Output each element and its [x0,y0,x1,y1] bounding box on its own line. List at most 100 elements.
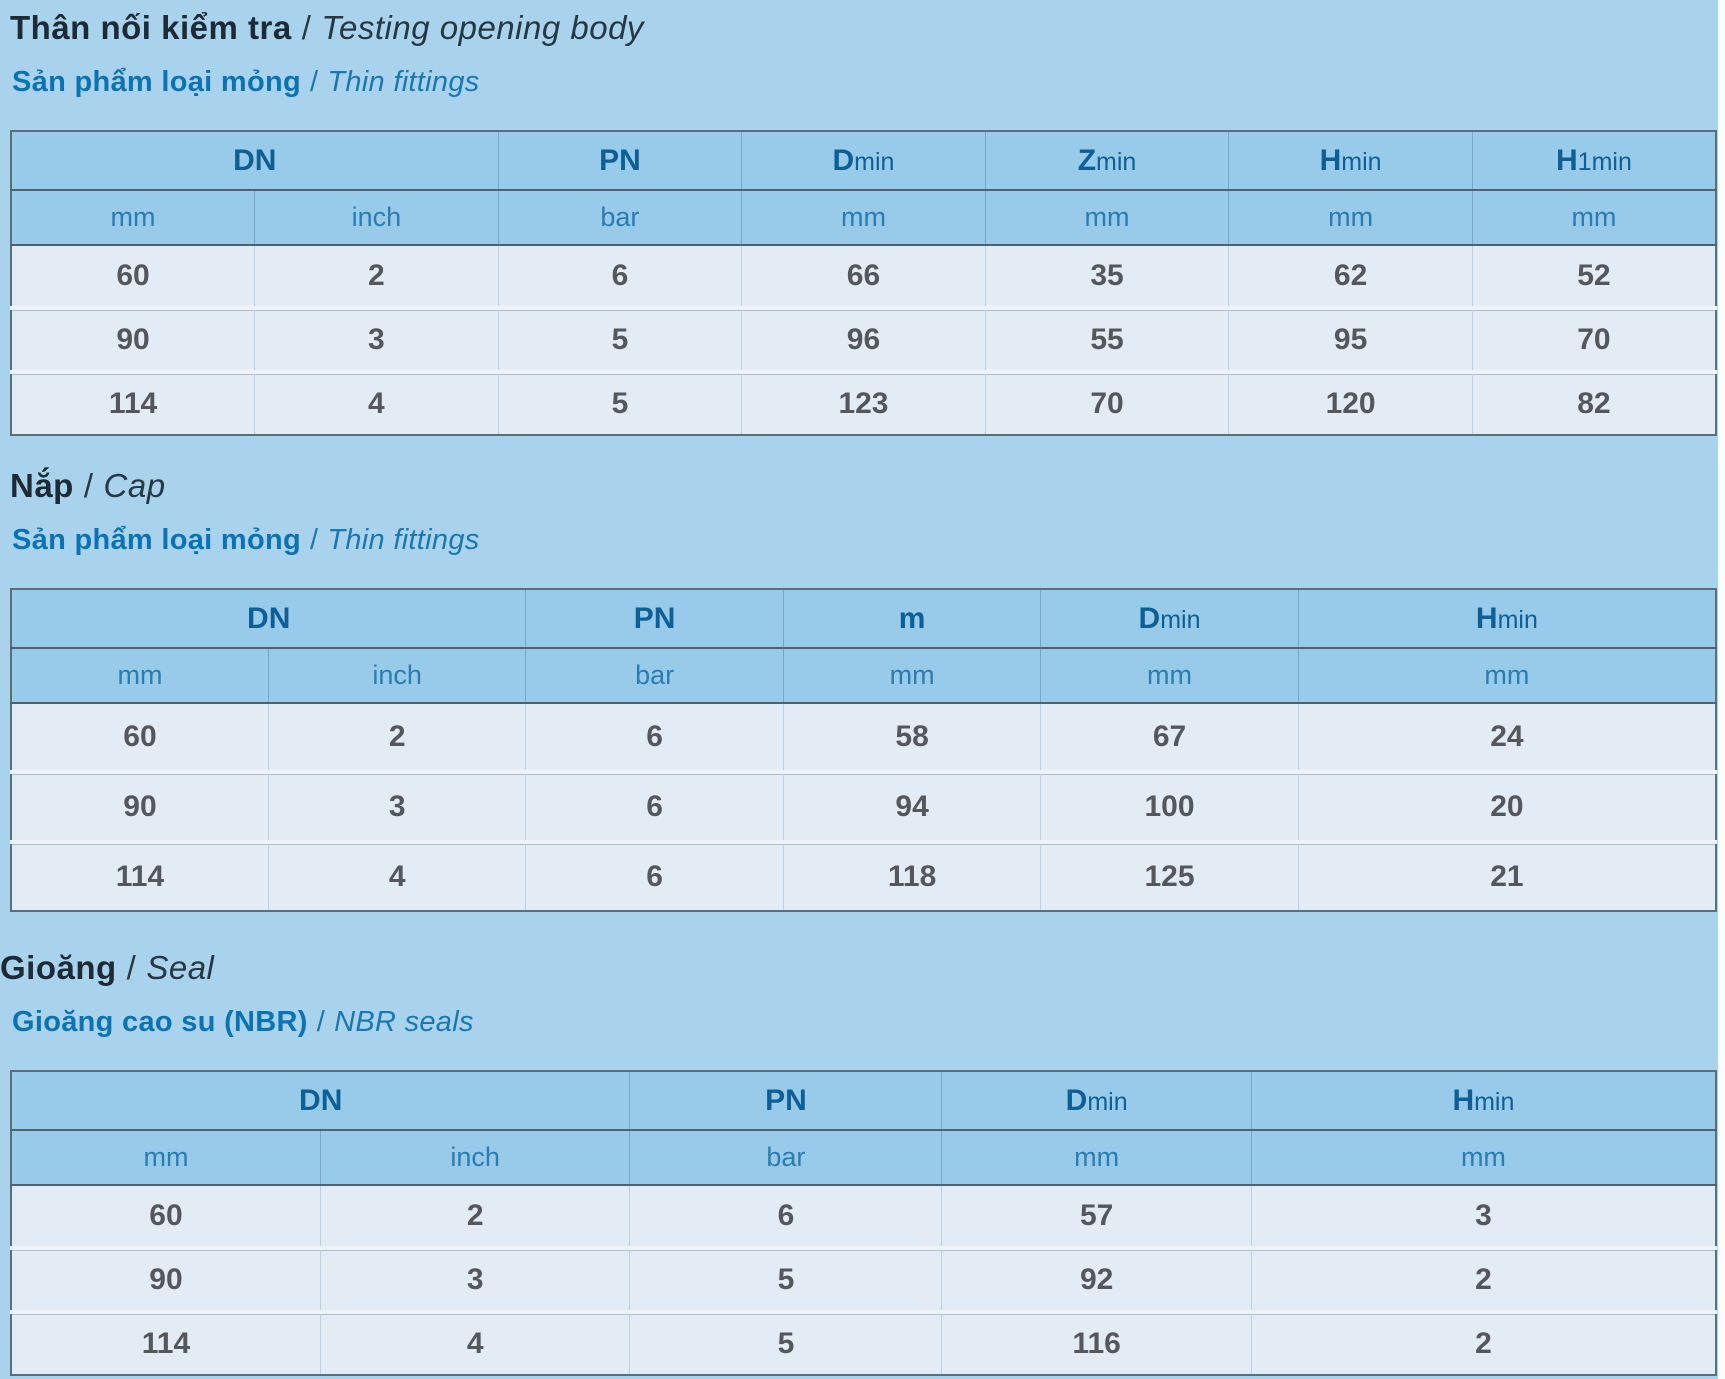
unit-cell: mm [10,647,269,703]
data-cell: 3 [1250,1184,1717,1248]
data-cell: 5 [629,1246,943,1312]
section-1-subtitle-en: Thin fittings [327,66,480,98]
section-2-title: Nắp / Cap [10,466,1725,506]
data-cell: 3 [267,770,527,842]
column-header-pn: PN [525,589,784,648]
unit-cell: mm [10,1129,321,1185]
data-cell: 94 [782,770,1042,842]
column-header-dmin: Dmin [941,1071,1252,1130]
data-cell: 60 [10,702,269,772]
unit-cell: mm [741,189,986,245]
section-1-title: Thân nối kiểm tra / Testing opening body [10,0,1725,48]
column-header-dn: DN [10,589,527,648]
data-cell: 6 [497,244,743,308]
header-row: DN PN Dmin Hmin [10,1071,1717,1130]
column-header-dmin: Dmin [741,131,986,190]
data-cell: 95 [1228,306,1473,372]
data-cell: 114 [10,370,256,435]
table-row: 114 4 5 116 2 [10,1310,1717,1375]
data-cell: 55 [984,306,1230,372]
units-row: mm inch bar mm mm mm mm [10,189,1717,245]
data-cell: 82 [1471,370,1717,435]
data-cell: 2 [1250,1246,1717,1312]
column-header-pn: PN [497,131,743,190]
data-cell: 6 [525,770,784,842]
column-header-m: m [782,589,1042,648]
section-3-title-en: Seal [146,949,215,986]
data-cell: 2 [1250,1310,1717,1375]
page-edge-strip [1718,0,1725,1379]
section-1-title-vi: Thân nối kiểm tra [10,9,292,46]
section-2-subtitle: Sản phẩm loại mỏng / Thin fittings [12,522,1725,558]
data-cell: 21 [1297,840,1717,911]
table-row: 90 3 5 92 2 [10,1246,1717,1312]
section-3-subtitle-en: NBR seals [334,1006,474,1038]
unit-cell: mm [782,647,1042,703]
section-2-subtitle-en: Thin fittings [327,524,480,556]
column-header-dn: DN [10,131,499,190]
data-cell: 6 [525,840,784,911]
data-cell: 100 [1040,770,1299,842]
header-row: DN PN m Dmin Hmin [10,589,1717,648]
data-cell: 114 [10,840,269,911]
column-header-hmin: Hmin [1297,589,1717,648]
data-cell: 2 [254,244,499,308]
data-cell: 96 [741,306,986,372]
unit-cell: bar [525,647,784,703]
testing-opening-body-table: DN PN Dmin Zmin Hmin H1min mm inch bar m… [10,130,1717,436]
data-cell: 123 [741,370,986,435]
unit-cell: bar [629,1129,943,1185]
unit-cell: mm [1297,647,1717,703]
data-cell: 70 [984,370,1230,435]
table-row: 114 4 6 118 125 21 [10,840,1717,911]
unit-cell: mm [1040,647,1299,703]
unit-cell: mm [10,189,256,245]
data-cell: 114 [10,1310,321,1375]
subtitle-separator: / [310,524,319,556]
unit-cell: mm [1471,189,1717,245]
section-1-subtitle: Sản phẩm loại mỏng / Thin fittings [12,64,1725,100]
data-cell: 57 [941,1184,1252,1248]
column-header-h1min: H1min [1471,131,1717,190]
data-cell: 90 [10,770,269,842]
table-row: 60 2 6 66 35 62 52 [10,244,1717,308]
data-cell: 90 [10,306,256,372]
data-cell: 6 [525,702,784,772]
data-cell: 62 [1228,244,1473,308]
section-2-subtitle-vi: Sản phẩm loại mỏng [12,524,301,556]
table-header: DN PN Dmin Zmin Hmin H1min mm inch bar m… [10,131,1717,245]
section-1-title-en: Testing opening body [321,9,644,46]
data-cell: 4 [319,1310,631,1375]
unit-cell: inch [319,1129,631,1185]
header-row: DN PN Dmin Zmin Hmin H1min [10,131,1717,190]
table-row: 114 4 5 123 70 120 82 [10,370,1717,435]
section-1-subtitle-vi: Sản phẩm loại mỏng [12,66,301,98]
data-cell: 67 [1040,702,1299,772]
units-row: mm inch bar mm mm mm [10,647,1717,703]
data-cell: 66 [741,244,986,308]
data-cell: 60 [10,244,256,308]
unit-cell: bar [497,189,743,245]
data-cell: 58 [782,702,1042,772]
table-header: DN PN m Dmin Hmin mm inch bar mm mm mm [10,589,1717,703]
table-row: 60 2 6 58 67 24 [10,702,1717,772]
column-header-pn: PN [629,1071,943,1130]
title-separator: / [83,467,94,504]
unit-cell: mm [1250,1129,1717,1185]
data-cell: 70 [1471,306,1717,372]
data-cell: 118 [782,840,1042,911]
data-cell: 125 [1040,840,1299,911]
data-cell: 2 [267,702,527,772]
data-cell: 60 [10,1184,321,1248]
table-row: 60 2 6 57 3 [10,1184,1717,1248]
table-row: 90 3 5 96 55 95 70 [10,306,1717,372]
table-header: DN PN Dmin Hmin mm inch bar mm mm [10,1071,1717,1185]
unit-cell: inch [254,189,499,245]
section-2-title-en: Cap [103,467,166,504]
subtitle-separator: / [316,1006,326,1038]
data-cell: 3 [254,306,499,372]
section-2-title-vi: Nắp [10,467,74,504]
data-cell: 90 [10,1246,321,1312]
data-cell: 120 [1228,370,1473,435]
section-3-title-vi: Gioăng [0,949,117,986]
